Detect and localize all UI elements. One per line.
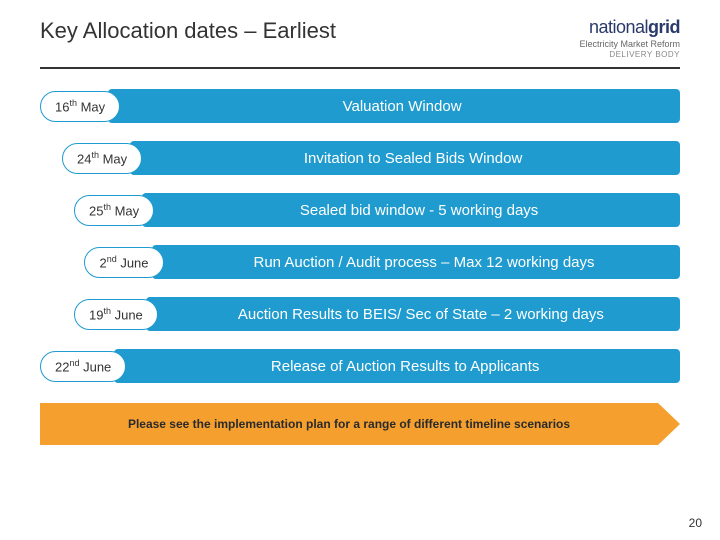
- timeline-bar: Auction Results to BEIS/ Sec of State – …: [146, 297, 680, 331]
- date-pill: 25th May: [74, 195, 154, 225]
- banner-text: Please see the implementation plan for a…: [40, 403, 658, 445]
- banner-arrow-icon: [658, 403, 680, 445]
- date-pill: 2nd June: [84, 247, 164, 277]
- logo-sub: Electricity Market Reform: [579, 40, 680, 50]
- date-pill: 22nd June: [40, 351, 126, 381]
- timeline-bar: Invitation to Sealed Bids Window: [130, 141, 680, 175]
- logo-sub2: DELIVERY BODY: [579, 51, 680, 60]
- timeline-row: 22nd JuneRelease of Auction Results to A…: [40, 347, 680, 385]
- page-title: Key Allocation dates – Earliest: [40, 18, 336, 44]
- date-pill: 19th June: [74, 299, 158, 329]
- timeline-bar: Valuation Window: [108, 89, 680, 123]
- date-pill: 24th May: [62, 143, 142, 173]
- timeline-bar: Sealed bid window - 5 working days: [142, 193, 680, 227]
- page-number: 20: [689, 516, 702, 530]
- timeline: 16th MayValuation Window 24th MayInvitati…: [0, 69, 720, 385]
- timeline-bar: Run Auction / Audit process – Max 12 wor…: [152, 245, 680, 279]
- timeline-row: 19th JuneAuction Results to BEIS/ Sec of…: [40, 295, 680, 333]
- footer-banner: Please see the implementation plan for a…: [40, 403, 680, 445]
- logo-main: nationalgrid: [579, 18, 680, 38]
- timeline-row: 24th MayInvitation to Sealed Bids Window: [40, 139, 680, 177]
- timeline-row: 25th MaySealed bid window - 5 working da…: [40, 191, 680, 229]
- timeline-bar: Release of Auction Results to Applicants: [114, 349, 680, 383]
- date-pill: 16th May: [40, 91, 120, 121]
- timeline-row: 16th MayValuation Window: [40, 87, 680, 125]
- logo-block: nationalgrid Electricity Market Reform D…: [579, 18, 680, 59]
- timeline-row: 2nd JuneRun Auction / Audit process – Ma…: [40, 243, 680, 281]
- header: Key Allocation dates – Earliest national…: [0, 0, 720, 67]
